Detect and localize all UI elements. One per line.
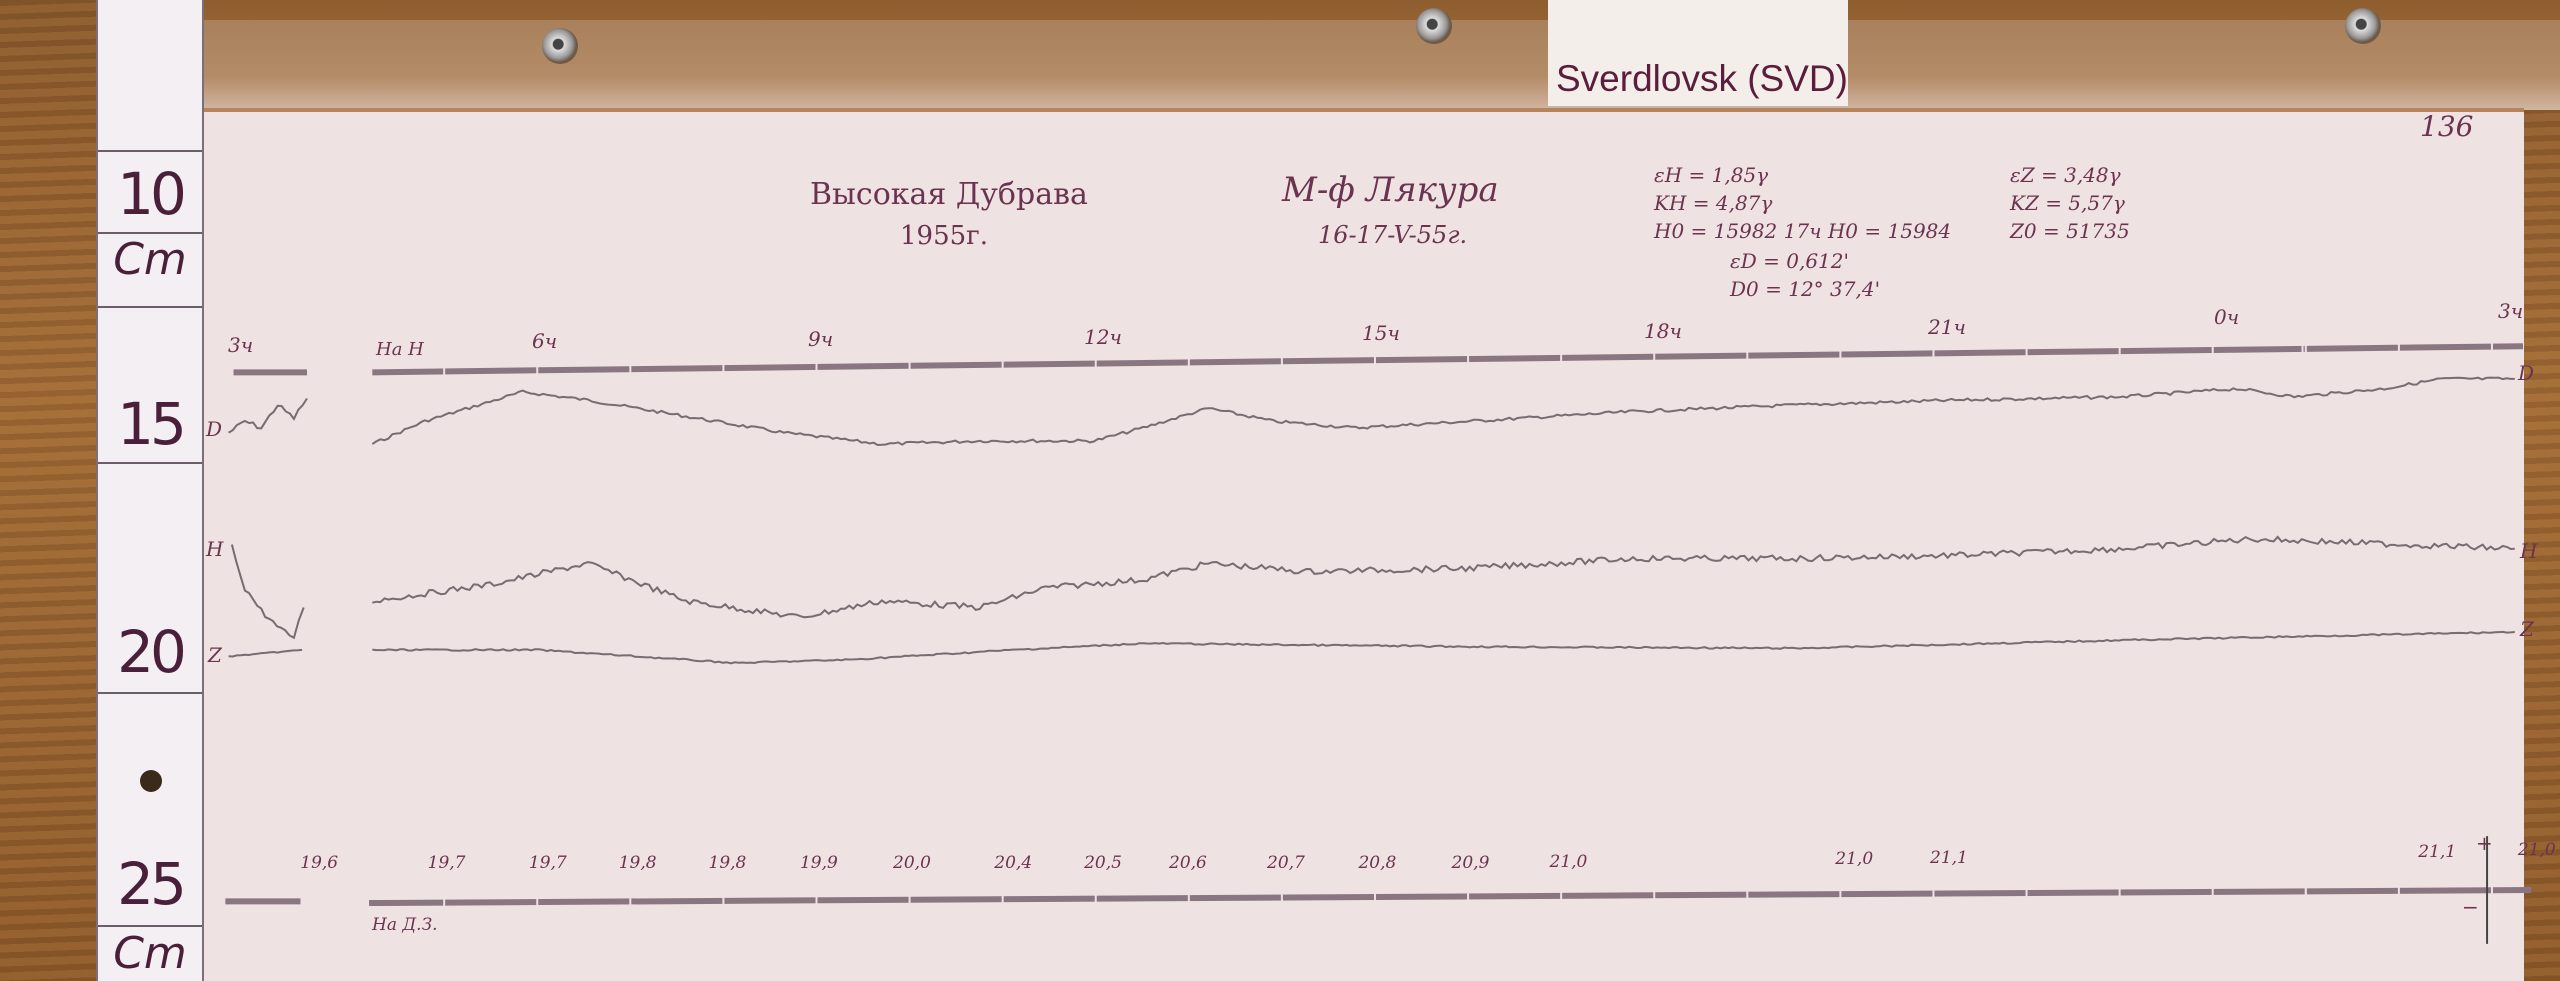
ruler-tick — [98, 692, 202, 694]
ruler-unit: Cm — [113, 234, 187, 285]
trace-z — [372, 630, 2515, 665]
temperature-label: 19,8 — [618, 853, 657, 874]
temperature-label: 20,9 — [1451, 853, 1490, 874]
temperature-label: 19,7 — [427, 853, 466, 874]
instrument: М-ф Лякура — [1282, 170, 1499, 210]
screw-icon — [2345, 8, 2381, 44]
temperature-label: 20,8 — [1358, 853, 1397, 874]
temperature-label: 21,0 — [1835, 848, 1874, 869]
param-z0: Z0 = 51735 — [2010, 219, 2130, 243]
trace-d — [371, 376, 2515, 447]
ruler-hole — [140, 770, 162, 792]
scale-plus: + — [2476, 831, 2493, 855]
sheet-number: 136 — [2420, 110, 2474, 143]
ruler: 10 Cm 15 20 25 Cm — [96, 0, 204, 981]
ruler-tick — [98, 232, 202, 234]
trace-h-left — [230, 544, 305, 640]
temperature-label: 20,5 — [1084, 853, 1122, 874]
temperature-label: 20,7 — [1267, 853, 1305, 874]
param-h0: H0 = 15982 17ч H0 = 15984 — [1654, 219, 1952, 243]
trace-label-z: Z — [208, 643, 222, 667]
trace-label-h: H — [2520, 539, 2538, 563]
param-kz: KZ = 5,57γ — [2010, 191, 2125, 215]
ruler-tick — [98, 462, 202, 464]
observatory-name: Высокая Дубрава — [810, 177, 1088, 212]
hour-label: 15ч — [1362, 321, 1400, 345]
scale-minus: − — [2462, 895, 2479, 919]
hour-label: 21ч — [1928, 315, 1966, 339]
param-kh: KH = 4,87γ — [1654, 191, 1773, 215]
temperature-label: 21,0 — [1549, 852, 1588, 873]
temperature-label: 19,8 — [708, 853, 747, 874]
trace-label-d: D — [2518, 361, 2535, 385]
screw-icon — [542, 28, 578, 64]
temperature-label: 20,4 — [994, 853, 1033, 874]
hour-label: 12ч — [1084, 325, 1122, 349]
temperature-label: 19,6 — [300, 853, 339, 874]
temperature-baseline — [369, 886, 2532, 907]
param-ed: εD = 0,612' — [1730, 249, 1849, 273]
year: 1955г. — [900, 221, 989, 251]
temperature-label: 19,9 — [799, 853, 838, 874]
ruler-label: 20 — [117, 618, 187, 686]
record-date: 16-17-V-55г. — [1318, 221, 1468, 249]
param-eh: εH = 1,85γ — [1654, 163, 1769, 187]
ruler-label: 10 — [117, 160, 187, 228]
hour-label: 18ч — [1644, 319, 1682, 343]
param-d0: D0 = 12° 37,4' — [1730, 277, 1881, 301]
ruler-tick — [98, 306, 202, 308]
temperature-axis-note: На Д.З. — [372, 915, 438, 935]
hour-axis-note: На H — [376, 339, 424, 360]
temperature-label: 19,7 — [528, 853, 567, 874]
plexiglass-cover — [200, 20, 2560, 110]
station-label-text: Sverdlovsk (SVD) — [1556, 58, 1848, 99]
hour-label: 6ч — [532, 329, 558, 353]
top-wooden-bar — [204, 0, 2560, 110]
trace-z-left — [228, 648, 303, 658]
trace-label-d: D — [206, 417, 223, 441]
ruler-tick — [98, 925, 202, 927]
temperature-label: 20,0 — [893, 853, 931, 874]
trace-d-left — [228, 397, 308, 434]
hour-label: 3ч — [2498, 299, 2524, 323]
temperature-label: 21,1 — [1930, 847, 1968, 868]
hour-label: 9ч — [808, 327, 834, 351]
ruler-label: 15 — [117, 390, 187, 458]
hour-baseline — [372, 343, 2524, 376]
ruler-label: 25 — [117, 850, 187, 918]
magnetogram-sheet — [204, 108, 2524, 981]
param-ez: εZ = 3,48γ — [2010, 163, 2121, 187]
trace-h — [372, 535, 2515, 619]
temperature-label: 20,6 — [1169, 853, 1207, 874]
ruler-unit: Cm — [113, 928, 187, 979]
ruler-tick — [98, 150, 202, 152]
temperature-label: 21,1 — [2418, 841, 2457, 862]
station-label: Sverdlovsk (SVD) — [1548, 0, 1848, 108]
hour-label: 0ч — [2214, 305, 2240, 329]
trace-label-z: Z — [2520, 617, 2534, 641]
temperature-label: 21,0 — [2517, 840, 2556, 861]
trace-label-h: H — [206, 537, 224, 561]
screw-icon — [1416, 8, 1452, 44]
hour-label: 3ч — [228, 333, 254, 357]
